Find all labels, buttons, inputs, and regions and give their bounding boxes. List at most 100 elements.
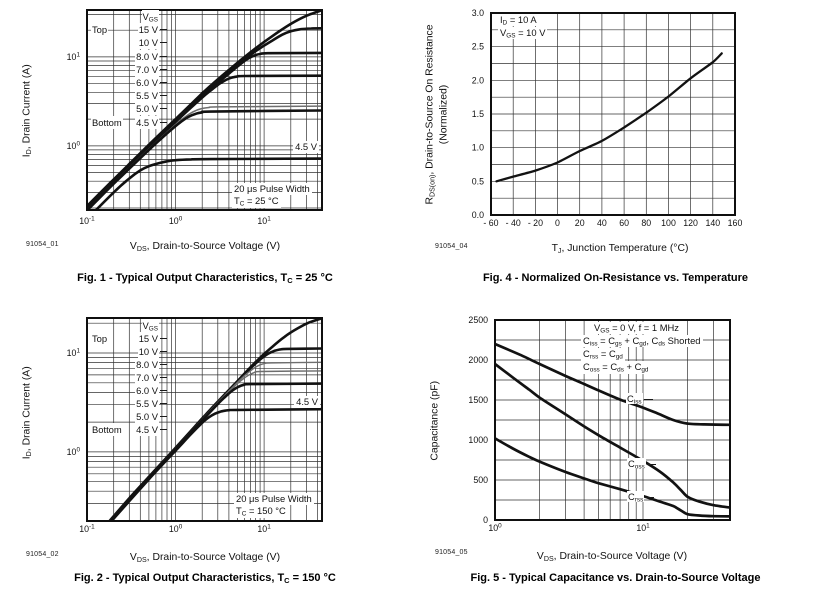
legend-value-label: 8.0 V <box>135 49 159 63</box>
legend-leader-tick <box>160 350 167 352</box>
legend-row: 7.0 V <box>91 370 167 384</box>
condition-line: Coss = Cds + Cgd <box>581 361 651 374</box>
fig2-plot-code: 91054_02 <box>26 551 59 558</box>
legend-leader-tick <box>160 390 167 391</box>
legend-row: 5.5 V <box>91 89 167 103</box>
legend-row: Top 15 V <box>91 23 167 37</box>
fig1-caption: Fig. 1 - Typical Output Characteristics,… <box>77 272 333 285</box>
fig5-caption: Fig. 5 - Typical Capacitance vs. Drain-t… <box>470 572 761 584</box>
condition-line: 20 μs Pulse Width <box>232 182 312 195</box>
x-tick-label: 101 <box>257 215 271 226</box>
x-tick-label: 101 <box>636 522 650 533</box>
legend-leader-tick <box>160 416 167 418</box>
fig4-plot-svg: - 60 - 40 - 20 0 20 40 60 80 100 120 140 160 0.0 0.5 1… <box>472 8 743 228</box>
fig4-y-axis-label: RDS(on), Drain-to-Source On Resistance (N… <box>424 23 450 205</box>
legend-value-label: 4.5 V <box>135 423 159 437</box>
x-tick-label: 10-1 <box>79 215 95 226</box>
y-tick-label: 0.5 <box>472 176 484 186</box>
legend-value-label: 5.0 V <box>135 102 159 116</box>
curve-label-leader <box>643 399 653 401</box>
legend-row: 8.0 V <box>91 357 167 371</box>
legend-row: 7.0 V <box>91 62 167 76</box>
curve-label: Ciss <box>626 393 653 405</box>
fig5-plot-svg: 100 101 0 500 1000 1500 2000 2500 <box>468 315 731 533</box>
legend-row: 10 V <box>91 36 167 50</box>
series-group <box>495 52 723 183</box>
y-tick-label: 101 <box>67 51 81 62</box>
legend-value-label: 7.0 V <box>135 62 159 76</box>
legend-value-label: 15 V <box>137 331 159 345</box>
condition-line: Crss = Cgd <box>581 348 625 361</box>
legend-leader-tick <box>160 68 167 70</box>
legend-value-label: 8.0 V <box>135 357 159 371</box>
figure-output-characteristics-150c: 10-1 100 101 100 101 ID, Drain Current (A) V… <box>0 300 410 609</box>
y-tick-label: 100 <box>67 446 81 457</box>
figure-normalized-on-resistance: - 60 - 40 - 20 0 20 40 60 80 100 120 140 160 0.0 0.5 1… <box>410 0 821 300</box>
legend-leader-tick <box>160 108 167 110</box>
x-tick-label: 120 <box>683 218 698 228</box>
grid-lines <box>491 13 735 215</box>
legend-leader-tick <box>160 376 167 378</box>
fig2-plot-svg: 10-1 100 101 100 101 <box>67 317 323 534</box>
legend-value-label: 5.5 V <box>135 89 159 103</box>
figure-output-characteristics-25c: 10-1 100 101 100 101 ID, Drain Current (A) V… <box>0 0 410 300</box>
x-tick-label: 140 <box>705 218 720 228</box>
y-tick-label: 2.5 <box>472 42 484 52</box>
series-crss <box>494 437 731 518</box>
legend-leader-tick <box>160 121 167 123</box>
curve-annotation: 4.5 V <box>294 396 320 408</box>
x-tick-label: - 40 <box>506 218 521 228</box>
x-tick-label: - 20 <box>528 218 543 228</box>
fig4-plot-code: 91054_04 <box>435 243 468 250</box>
y-tick-label: 0.0 <box>472 210 484 220</box>
y-tick-label: 500 <box>473 475 488 485</box>
legend-row: 6.0 V <box>91 76 167 89</box>
curve-annotation: 4.5 V <box>293 141 319 153</box>
legend-title-label: VGS <box>141 318 159 333</box>
legend-title-row: VGS <box>91 318 167 333</box>
x-tick-label: - 60 <box>483 218 498 228</box>
y-tick-label: 1500 <box>468 395 488 405</box>
legend-value-label: 10 V <box>137 344 159 358</box>
figure-capacitance-vs-vds: 100 101 0 500 1000 1500 2000 2500 Capacitance (… <box>410 300 821 609</box>
condition-line: ID = 10 A <box>498 13 539 27</box>
fig5-x-axis-label: VDS, Drain-to-Source Voltage (V) <box>536 551 688 563</box>
x-tick-label: 160 <box>728 218 743 228</box>
legend-title-label: VGS <box>141 10 159 24</box>
legend-leader-tick <box>160 337 167 339</box>
condition-line: Ciss = Cgs + Cgd, Cds Shorted <box>581 334 703 348</box>
series-ciss <box>494 342 731 427</box>
fig1-y-axis-label: ID, Drain Current (A) <box>21 63 34 157</box>
legend-value-label: 4.5 V <box>135 115 159 129</box>
legend-leader-tick <box>160 95 167 97</box>
fig2-y-axis-label: ID, Drain Current (A) <box>21 365 34 459</box>
plot-border <box>86 317 323 522</box>
plot-border <box>86 9 323 211</box>
legend-row: 6.0 V <box>91 384 167 397</box>
y-tick-label: 1.5 <box>472 109 484 119</box>
series-vgs-7-0-v <box>86 74 323 210</box>
x-tick-label: 100 <box>169 215 183 226</box>
y-tick-label: 2500 <box>468 315 488 325</box>
curve-label-leader <box>646 464 656 466</box>
fig1-x-axis-label: VDS, Drain-to-Source Voltage (V) <box>129 241 281 253</box>
y-tick-label: 3.0 <box>472 8 484 18</box>
y-tick-label: 101 <box>67 347 81 358</box>
curve-label: Coss <box>627 458 656 470</box>
series-vgs-5-0-v <box>86 109 323 211</box>
legend-tag-label: Top <box>91 23 109 37</box>
condition-line: TC = 150 °C <box>234 505 288 518</box>
fig5-plot-code: 91054_05 <box>435 549 468 556</box>
fig4-x-axis-label: TJ, Junction Temperature (°C) <box>551 243 689 255</box>
legend-row: Top 15 V <box>91 331 167 345</box>
x-tick-label: 100 <box>488 522 502 533</box>
legend-tag-label: Top <box>91 331 109 345</box>
condition-line: TC = 25 °C <box>232 195 281 208</box>
fig2-caption: Fig. 2 - Typical Output Characteristics,… <box>74 572 336 585</box>
legend-row: 8.0 V <box>91 49 167 63</box>
y-tick-label: 1.0 <box>472 143 484 153</box>
legend-leader-tick <box>160 82 167 83</box>
x-tick-label: 0 <box>555 218 560 228</box>
series-group <box>108 317 323 522</box>
